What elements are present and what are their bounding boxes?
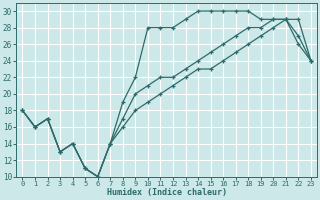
X-axis label: Humidex (Indice chaleur): Humidex (Indice chaleur) <box>107 188 227 197</box>
